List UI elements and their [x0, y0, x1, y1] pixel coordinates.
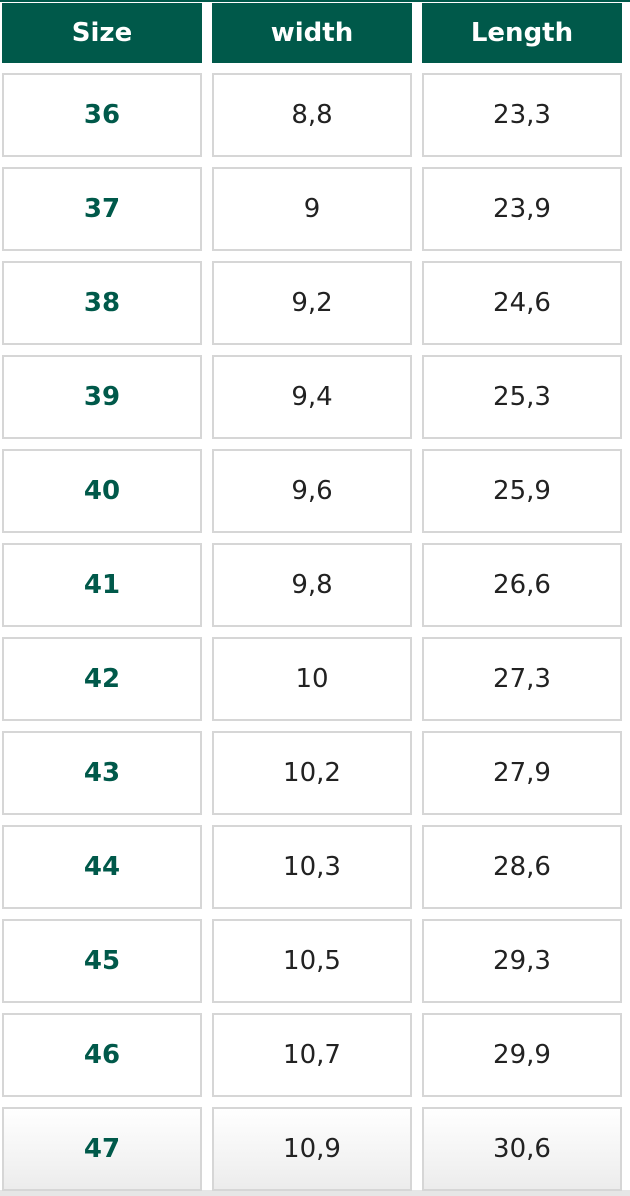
cell-length: 24,6 — [422, 261, 622, 345]
cell-length: 29,9 — [422, 1013, 622, 1097]
cell-size: 47 — [2, 1107, 202, 1191]
cell-size: 45 — [2, 919, 202, 1003]
cell-length: 26,6 — [422, 543, 622, 627]
cell-size: 42 — [2, 637, 202, 721]
cell-width: 9,4 — [212, 355, 412, 439]
cell-length: 25,3 — [422, 355, 622, 439]
cell-width: 9,8 — [212, 543, 412, 627]
cell-size: 39 — [2, 355, 202, 439]
cell-width: 8,8 — [212, 73, 412, 157]
header-width: width — [212, 3, 412, 63]
cell-width: 10,5 — [212, 919, 412, 1003]
cell-width: 9,6 — [212, 449, 412, 533]
cell-length: 23,3 — [422, 73, 622, 157]
cell-width: 10 — [212, 637, 412, 721]
cell-size: 40 — [2, 449, 202, 533]
cell-length: 25,9 — [422, 449, 622, 533]
header-size: Size — [2, 3, 202, 63]
header-length: Length — [422, 3, 622, 63]
cell-length: 29,3 — [422, 919, 622, 1003]
cell-width: 10,2 — [212, 731, 412, 815]
cell-width: 9 — [212, 167, 412, 251]
cell-size: 46 — [2, 1013, 202, 1097]
cell-width: 10,9 — [212, 1107, 412, 1191]
cell-size: 37 — [2, 167, 202, 251]
cell-size: 36 — [2, 73, 202, 157]
cell-length: 27,9 — [422, 731, 622, 815]
cell-width: 10,7 — [212, 1013, 412, 1097]
cell-length: 30,6 — [422, 1107, 622, 1191]
cell-length: 27,3 — [422, 637, 622, 721]
size-chart-table: Size width Length 36 8,8 23,3 37 9 23,9 38 9,2 2… — [2, 3, 622, 1191]
cell-size: 41 — [2, 543, 202, 627]
cell-size: 44 — [2, 825, 202, 909]
cell-width: 10,3 — [212, 825, 412, 909]
top-border — [0, 0, 630, 2]
cell-length: 28,6 — [422, 825, 622, 909]
cell-width: 9,2 — [212, 261, 412, 345]
cell-length: 23,9 — [422, 167, 622, 251]
bottom-fade — [0, 1190, 630, 1196]
cell-size: 38 — [2, 261, 202, 345]
cell-size: 43 — [2, 731, 202, 815]
